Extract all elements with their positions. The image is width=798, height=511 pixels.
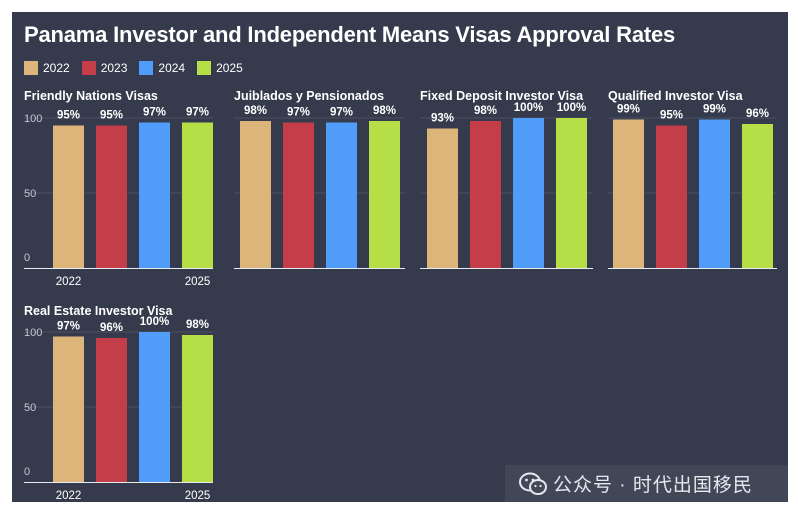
watermark-text: 公众号 · 时代出国移民 xyxy=(553,475,753,496)
bar-2025 xyxy=(556,118,587,268)
x-tick-label: 2022 xyxy=(56,490,82,502)
bar-2025 xyxy=(369,121,400,268)
chart-title: Panama Investor and Independent Means Vi… xyxy=(24,22,676,47)
legend-swatch xyxy=(81,61,96,75)
bar-2024 xyxy=(139,122,170,268)
bar-2025 xyxy=(182,122,213,268)
bar-2022 xyxy=(53,125,84,268)
legend-label: 2025 xyxy=(216,61,243,75)
legend-item-2025: 2025 xyxy=(197,61,243,75)
bar-2024 xyxy=(699,119,730,268)
data-label: 97% xyxy=(330,107,353,119)
data-label: 100% xyxy=(514,102,543,114)
legend-swatch xyxy=(139,61,154,75)
charts-area: Friendly Nations Visas 100 50 0 95% 95% 97% 97%… xyxy=(24,89,777,502)
y-tick-label: 50 xyxy=(24,188,36,200)
bar-2022 xyxy=(240,121,271,268)
y-tick-label: 0 xyxy=(24,252,30,264)
data-label: 95% xyxy=(660,110,683,122)
data-label: 100% xyxy=(140,316,169,328)
bar-2022 xyxy=(613,119,644,268)
panel-title: Real Estate Investor Visa xyxy=(24,304,174,318)
panel-title: Fixed Deposit Investor Visa xyxy=(420,89,584,103)
data-label: 99% xyxy=(703,104,726,116)
x-tick-label: 2025 xyxy=(185,276,211,288)
data-label: 97% xyxy=(186,107,209,119)
bar-2023 xyxy=(96,338,127,482)
bar-2023 xyxy=(96,125,127,268)
data-label: 97% xyxy=(57,321,80,333)
data-label: 96% xyxy=(100,322,123,334)
y-tick-label: 100 xyxy=(24,327,42,339)
bar-2023 xyxy=(283,122,314,268)
data-label: 98% xyxy=(373,105,396,117)
data-label: 93% xyxy=(431,113,454,125)
data-label: 98% xyxy=(474,105,497,117)
bar-2022 xyxy=(53,336,84,482)
data-label: 98% xyxy=(186,319,209,331)
y-tick-label: 50 xyxy=(24,402,36,414)
data-label: 95% xyxy=(57,110,80,122)
x-tick-label: 2025 xyxy=(185,490,211,502)
data-label: 97% xyxy=(287,107,310,119)
data-label: 99% xyxy=(617,104,640,116)
bar-2023 xyxy=(656,125,687,268)
legend-label: 2022 xyxy=(43,61,70,75)
legend-label: 2024 xyxy=(158,61,186,75)
bar-2022 xyxy=(427,128,458,268)
watermark: 公众号 · 时代出国移民 xyxy=(505,465,788,502)
bar-2025 xyxy=(742,124,773,268)
legend-label: 2023 xyxy=(100,61,128,75)
legend-swatch xyxy=(24,61,38,75)
bar-2024 xyxy=(513,118,544,268)
data-label: 97% xyxy=(143,107,166,119)
legend-item-2023: 2023 xyxy=(81,61,128,75)
legend-swatch xyxy=(197,61,212,75)
y-tick-label: 0 xyxy=(24,466,30,478)
legend-item-2022: 2022 xyxy=(24,61,70,75)
y-tick-label: 100 xyxy=(24,113,42,125)
legend: 2022 2023 2024 2025 xyxy=(24,61,243,75)
data-label: 100% xyxy=(557,102,586,114)
wechat-icon xyxy=(519,472,547,495)
data-label: 95% xyxy=(100,110,123,122)
chart-card: Panama Investor and Independent Means Vi… xyxy=(12,12,788,502)
bar-2025 xyxy=(182,335,213,482)
bar-2024 xyxy=(326,122,357,268)
legend-item-2024: 2024 xyxy=(139,61,185,75)
x-tick-label: 2022 xyxy=(56,276,82,288)
panel-title: Juiblados y Pensionados xyxy=(234,89,384,103)
bar-2024 xyxy=(139,332,170,482)
panel-title: Friendly Nations Visas xyxy=(24,89,158,103)
data-label: 98% xyxy=(244,105,267,117)
bar-2023 xyxy=(470,121,501,268)
panel-title: Qualified Investor Visa xyxy=(608,89,744,103)
data-label: 96% xyxy=(746,108,769,120)
